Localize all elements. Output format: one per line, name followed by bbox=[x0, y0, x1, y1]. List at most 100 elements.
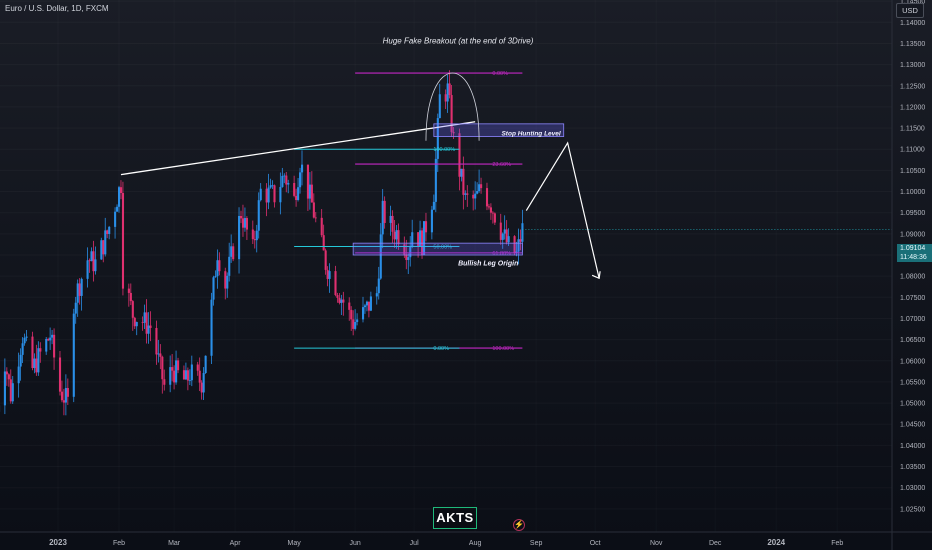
candle-body bbox=[184, 370, 188, 380]
candle-body bbox=[228, 256, 231, 276]
candle-body bbox=[141, 322, 144, 323]
time-tick-label: Feb bbox=[113, 540, 125, 547]
candle-body bbox=[127, 288, 130, 293]
price-tick-label: 1.11000 bbox=[900, 147, 925, 154]
candle-body bbox=[436, 118, 439, 159]
candle-body bbox=[190, 364, 193, 381]
price-tick-label: 1.03500 bbox=[900, 464, 925, 471]
price-tick-label: 1.04500 bbox=[900, 422, 925, 429]
candle-body bbox=[306, 164, 310, 199]
candle-body bbox=[212, 277, 215, 300]
candle-body bbox=[499, 222, 502, 240]
fib-label-magenta: 23.60% bbox=[492, 162, 511, 168]
price-tick-label: 1.08000 bbox=[900, 274, 925, 281]
candle-body bbox=[64, 388, 67, 403]
drawings bbox=[120, 72, 892, 280]
time-tick-label: Dec bbox=[709, 540, 722, 547]
time-tick-label: Apr bbox=[230, 540, 242, 547]
candle-body bbox=[60, 391, 64, 401]
candle-body bbox=[326, 269, 329, 279]
last-price-value: 1.09104 bbox=[900, 245, 926, 252]
candle-body bbox=[379, 234, 382, 279]
time-tick-label: 2024 bbox=[767, 538, 785, 547]
price-tick-label: 1.09000 bbox=[900, 231, 925, 238]
candle-body bbox=[320, 217, 323, 236]
candle-body bbox=[147, 325, 150, 334]
price-tick-label: 1.13000 bbox=[900, 62, 925, 69]
candle-body bbox=[342, 299, 345, 303]
candle-body bbox=[281, 175, 284, 187]
candle-body bbox=[58, 357, 62, 392]
time-axis[interactable]: 2023 Feb Mar Apr May Jun Jul Aug Sep Oct Nov Dec 202… bbox=[0, 531, 932, 547]
currency-badge[interactable]: USD bbox=[896, 3, 924, 18]
candle-body bbox=[269, 185, 272, 188]
candle-body bbox=[102, 240, 105, 255]
candle-body bbox=[403, 244, 406, 255]
candle-body bbox=[285, 175, 288, 185]
candle-body bbox=[5, 371, 8, 375]
candle-body bbox=[328, 271, 331, 279]
candle-body bbox=[491, 212, 494, 214]
candle-body bbox=[487, 206, 491, 208]
candle-body bbox=[391, 215, 394, 232]
bullish-origin-box bbox=[352, 242, 523, 256]
time-tick-label: Feb bbox=[831, 540, 843, 547]
candle-body bbox=[7, 374, 10, 380]
candle-body bbox=[253, 239, 256, 241]
candle-body bbox=[369, 296, 372, 311]
candle-body bbox=[49, 337, 52, 341]
candle-body bbox=[424, 221, 428, 233]
price-axis[interactable]: 1.14500 1.14000 1.13500 1.13000 1.12500 1.120… bbox=[891, 0, 925, 550]
akts-logo: AKTS bbox=[433, 507, 477, 529]
candle-body bbox=[241, 218, 245, 228]
candle-body bbox=[324, 250, 327, 270]
symbol-header[interactable]: Euro / U.S. Dollar, 1D, FXCM bbox=[5, 4, 109, 13]
candle-body bbox=[299, 172, 302, 188]
time-tick-label: Jul bbox=[410, 540, 419, 547]
candle-body bbox=[135, 322, 138, 327]
candle-body bbox=[287, 183, 290, 185]
time-tick-label: Mar bbox=[168, 540, 181, 547]
candle-body bbox=[381, 200, 384, 235]
candle-body bbox=[308, 184, 311, 199]
price-tick-label: 1.06500 bbox=[900, 337, 925, 344]
lightning-icon[interactable]: ⚡ bbox=[513, 519, 525, 531]
candle-body bbox=[480, 184, 483, 189]
candle-body bbox=[62, 400, 66, 403]
candle-body bbox=[196, 364, 199, 371]
candle-body bbox=[383, 200, 386, 223]
candle-body bbox=[517, 239, 520, 252]
candle-body bbox=[243, 218, 247, 228]
candle-body bbox=[11, 383, 14, 402]
candle-body bbox=[519, 239, 522, 242]
candle-body bbox=[53, 334, 56, 358]
candle-body bbox=[118, 187, 121, 207]
time-tick-label: 2023 bbox=[49, 538, 67, 547]
grid-lines bbox=[0, 0, 892, 532]
candle-body bbox=[129, 292, 132, 302]
candle-body bbox=[257, 200, 260, 231]
candle-body bbox=[395, 230, 398, 240]
price-tick-label: 1.04000 bbox=[900, 443, 925, 450]
candle-body bbox=[149, 325, 152, 328]
candle-body bbox=[450, 95, 453, 133]
candle-body bbox=[430, 209, 433, 233]
candle-body bbox=[106, 230, 109, 234]
candle-body bbox=[295, 195, 298, 200]
candle-body bbox=[493, 213, 496, 223]
last-price-tag: 1.09104 11:48:36 bbox=[897, 244, 932, 262]
candle-body bbox=[175, 360, 178, 383]
candle-body bbox=[476, 191, 479, 194]
candle-body bbox=[397, 230, 400, 245]
candle-body bbox=[267, 187, 270, 203]
candle-body bbox=[76, 283, 79, 303]
candle-body bbox=[503, 229, 506, 234]
candle-body bbox=[438, 94, 441, 119]
candle-body bbox=[169, 367, 172, 385]
annotation-fake-breakout: Huge Fake Breakout (at the end of 3Drive… bbox=[383, 36, 534, 45]
candle-body bbox=[25, 336, 28, 338]
candle-body bbox=[204, 355, 207, 374]
annotation-bullish-origin: Bullish Leg Origin bbox=[458, 261, 518, 268]
candle-body bbox=[23, 337, 26, 344]
